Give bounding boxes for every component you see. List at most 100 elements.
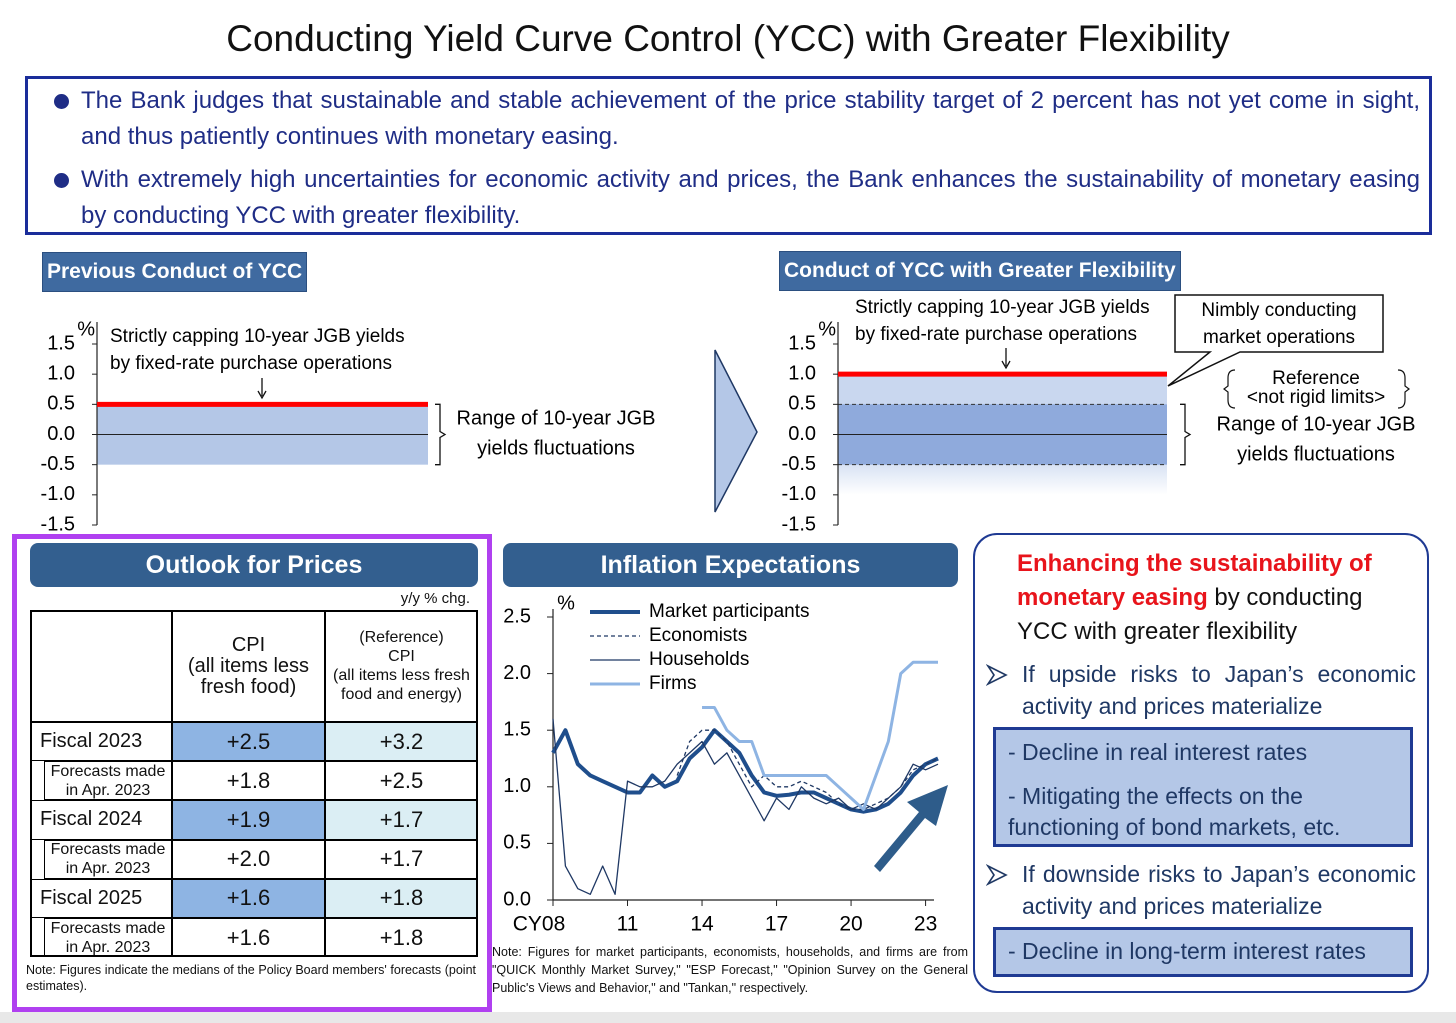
forecast-label-line: Forecasts made <box>50 762 166 780</box>
table-border <box>30 610 478 958</box>
chart-note: Note: Figures for market participants, e… <box>492 945 968 995</box>
range-label: Range of 10-year JGB <box>457 407 656 429</box>
cap-label: Strictly capping 10-year JGB yields <box>855 297 1150 318</box>
table-title: Outlook for Prices <box>30 543 478 587</box>
callout-text: Nimbly conducting <box>1201 300 1356 321</box>
series-line <box>702 660 938 811</box>
summary-box: The Bank judges that sustainable and sta… <box>25 76 1432 235</box>
header-line: food and energy) <box>341 686 462 703</box>
forecast-label-line: in Apr. 2023 <box>65 938 151 956</box>
case-arrow <box>986 664 1008 686</box>
transition-arrow <box>714 349 758 513</box>
value-cell: +2.5 <box>172 722 325 762</box>
x-tick-label: 17 <box>765 913 788 936</box>
y-tick-label: 0.5 <box>788 393 816 415</box>
panel-tag: Previous Conduct of YCC <box>42 252 308 292</box>
callout-text: market operations <box>1203 327 1355 348</box>
forecast-label-line: Forecasts made <box>50 919 166 937</box>
y-tick-label: 1.0 <box>788 362 816 384</box>
reference-brace <box>1223 369 1410 409</box>
y-tick-label: 1.5 <box>788 332 816 354</box>
highlight-frame <box>12 534 492 1012</box>
case-condition: If downside risks to Japan’s economic ac… <box>1022 861 1416 919</box>
forecast-label-box: Forecasts made in Apr. 2023 <box>44 761 172 801</box>
panel-tag: Conduct of YCC with Greater Flexibility <box>779 251 1181 291</box>
forecast-label-line: in Apr. 2023 <box>65 781 151 799</box>
unit-label: % <box>818 318 836 340</box>
legend-label: Firms <box>649 673 696 694</box>
unit-label: % <box>557 592 575 614</box>
column-header: (Reference) CPI (all items less fresh food … <box>325 610 478 722</box>
cap-label: by fixed-rate purchase operations <box>855 324 1137 345</box>
effect-text: - Mitigating the effects on the function… <box>1008 783 1341 840</box>
legend-label: Economists <box>649 625 747 646</box>
y-tick-label: 0.0 <box>47 423 75 445</box>
y-tick-label: -0.5 <box>41 453 75 475</box>
y-tick-label: 2.0 <box>503 662 531 684</box>
value-cell: +1.6 <box>172 878 325 918</box>
range-label: yields fluctuations <box>477 437 635 459</box>
value-cell: +1.8 <box>172 761 325 801</box>
legend-label: Households <box>649 649 749 670</box>
x-tick-label: 20 <box>839 913 862 936</box>
chart-title: Inflation Expectations <box>503 543 958 587</box>
x-tick-label: 23 <box>914 913 937 936</box>
table-unit: y/y % chg. <box>400 590 470 607</box>
value-cell: +1.7 <box>325 800 478 840</box>
series-line <box>676 729 939 811</box>
summary-text: The Bank judges that sustainable and sta… <box>81 87 1420 150</box>
policy-box <box>973 533 1429 993</box>
value-cell: +1.9 <box>172 800 325 840</box>
header-line: CPI <box>231 633 266 656</box>
forecast-label-box: Forecasts made in Apr. 2023 <box>44 839 172 879</box>
range-bracket <box>435 403 447 466</box>
y-tick-label: 0.5 <box>47 393 75 415</box>
pointer-head <box>1001 360 1011 370</box>
forecast-label-line: Forecasts made <box>50 841 166 859</box>
y-tick-label: 1.5 <box>47 332 75 354</box>
range-label: yields fluctuations <box>1237 443 1395 465</box>
series-line <box>552 718 939 895</box>
bullet-dot <box>54 173 69 188</box>
summary-item: The Bank judges that sustainable and sta… <box>50 83 1420 155</box>
footer-strip <box>0 1012 1456 1023</box>
effect-text: - Decline in long-term interest rates <box>1008 938 1366 964</box>
pointer-head <box>257 390 267 400</box>
y-tick-label: -1.0 <box>782 483 816 505</box>
y-tick-label: 0.0 <box>503 888 531 910</box>
value-cell: +1.8 <box>325 918 478 958</box>
y-tick-label: 0.0 <box>788 423 816 445</box>
y-tick-label: -1.5 <box>782 513 816 535</box>
y-tick-label: 2.5 <box>503 605 531 627</box>
bullet-dot <box>54 94 69 109</box>
effect-box <box>993 727 1413 847</box>
policy-heading: Enhancing the sustainability of monetary… <box>1017 547 1397 649</box>
case-arrow <box>986 864 1008 886</box>
value-cell: +1.7 <box>325 839 478 879</box>
rising-arrow <box>874 785 948 872</box>
y-tick-label: 1.5 <box>503 718 531 740</box>
x-tick-label: 14 <box>690 913 714 936</box>
reference-label: Reference <box>1272 368 1360 389</box>
series-line <box>551 728 939 814</box>
summary-item: With extremely high uncertainties for ec… <box>50 162 1420 234</box>
case-marker <box>986 864 1008 886</box>
header-line: (all items less <box>187 654 310 677</box>
y-tick-label: 1.0 <box>503 775 531 797</box>
header-line: (Reference) <box>359 629 444 646</box>
reference-label: <not rigid limits> <box>1247 387 1385 408</box>
heading-emphasis: Enhancing the sustainability of monetary… <box>1017 550 1372 611</box>
case-condition: If upside risks to Japan’s economic acti… <box>1022 661 1416 719</box>
case-marker <box>986 664 1008 686</box>
effect-text: - Decline in real interest rates <box>1008 739 1308 765</box>
table-note: Note: Figures indicate the medians of th… <box>26 963 476 993</box>
y-tick-label: -1.0 <box>41 483 75 505</box>
unit-label: % <box>77 318 95 340</box>
forecast-label-line: in Apr. 2023 <box>65 860 151 878</box>
y-tick-label: 1.0 <box>47 362 75 384</box>
page-title: Conducting Yield Curve Control (YCC) wit… <box>226 18 1230 59</box>
range-bracket <box>1180 403 1192 466</box>
value-cell: +1.6 <box>172 918 325 958</box>
header-line: (all items less fresh <box>333 667 470 684</box>
